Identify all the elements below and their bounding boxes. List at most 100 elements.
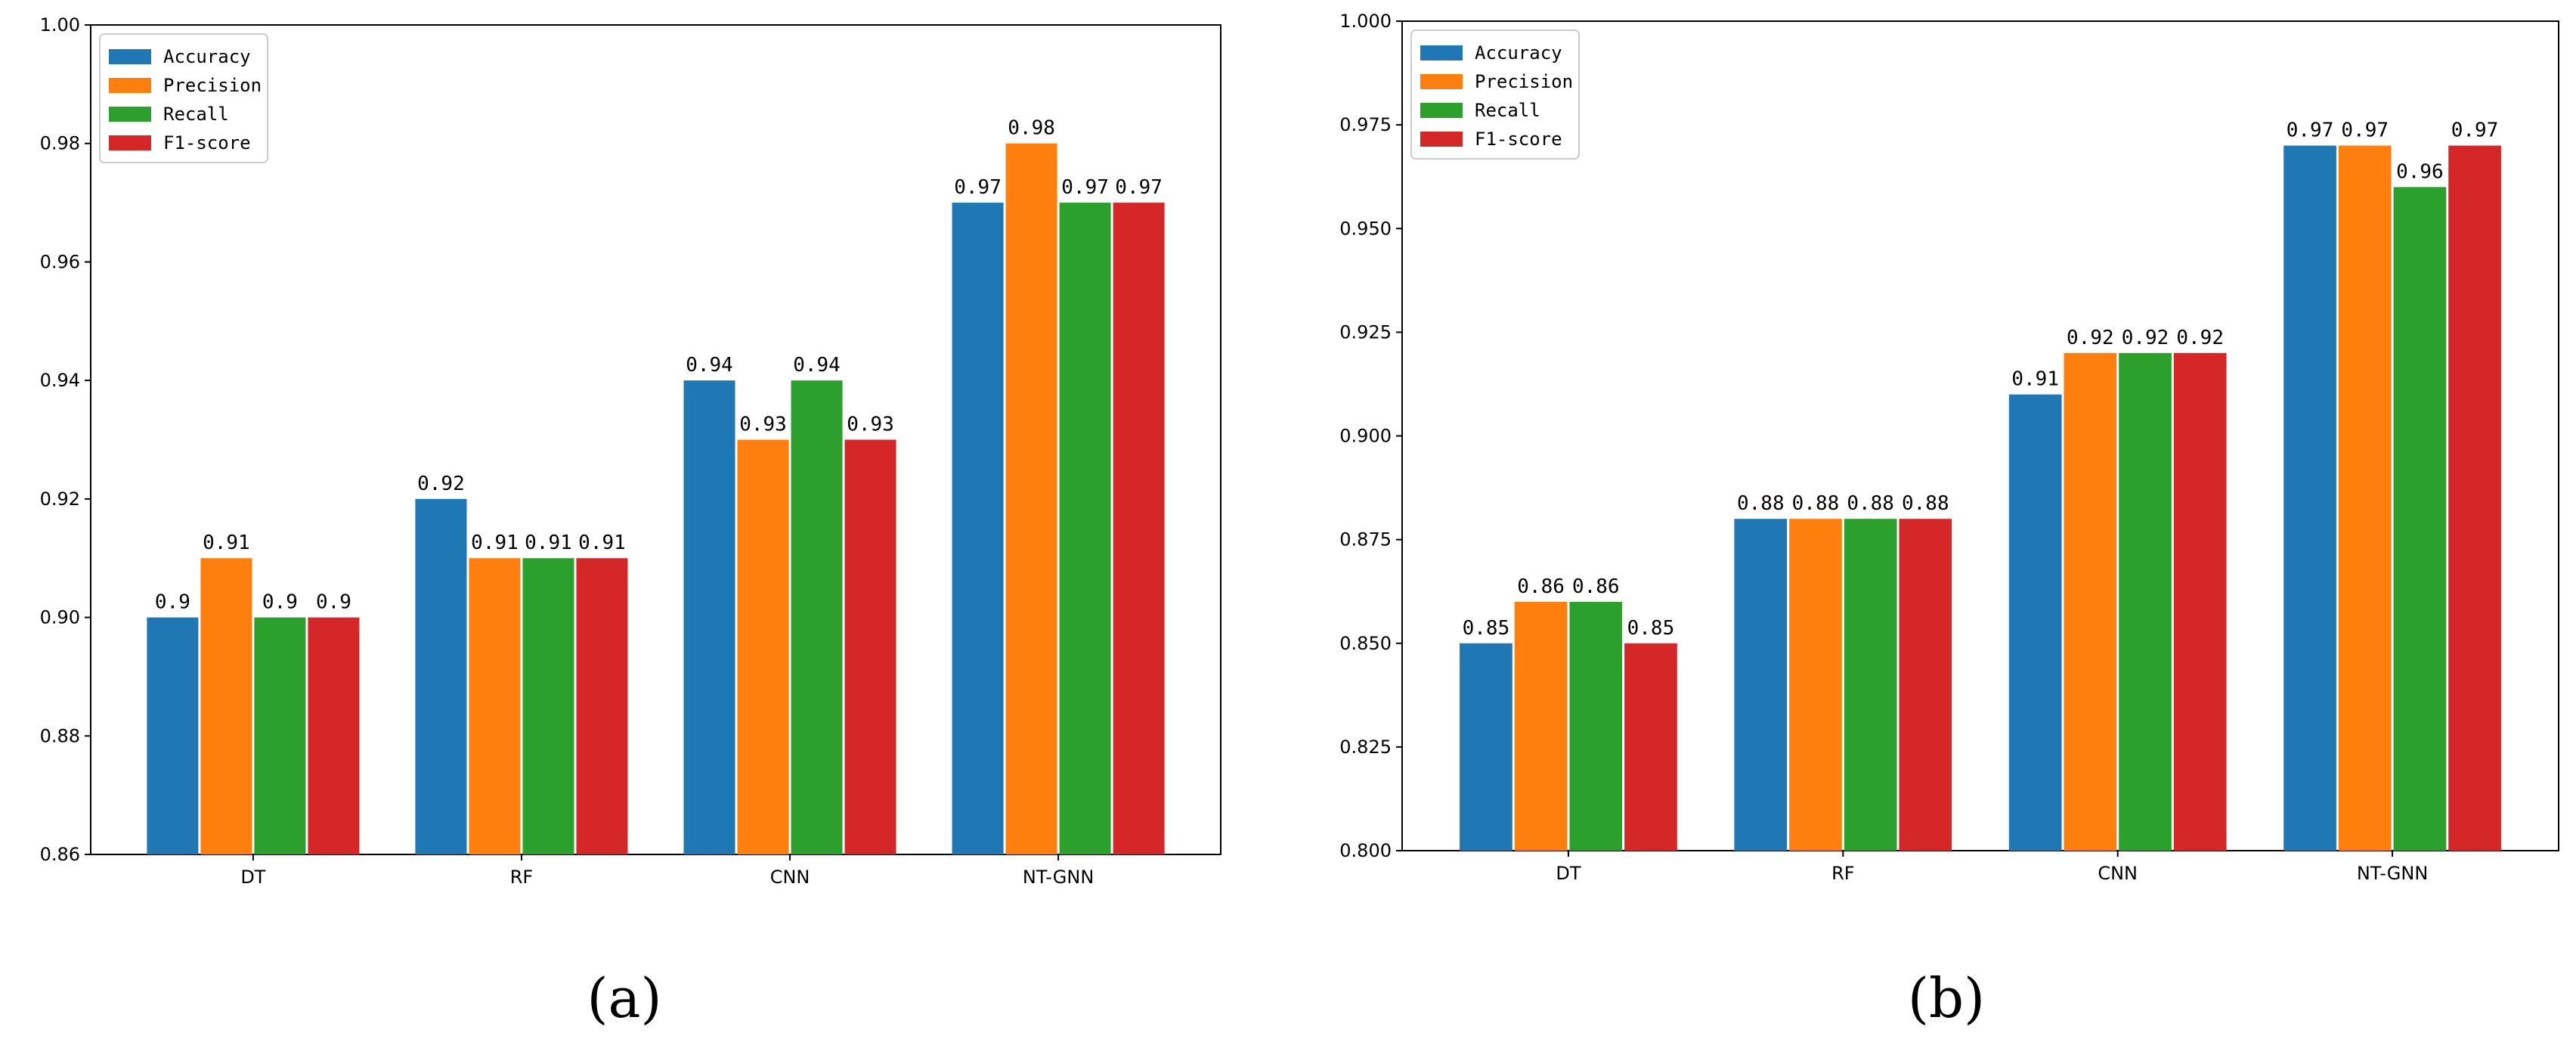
y-tick-label: 0.850	[1339, 633, 1392, 654]
x-tick-label: CNN	[770, 867, 810, 888]
bar-value-label: 0.92	[417, 473, 465, 495]
legend-swatch-f1-score	[1420, 132, 1463, 147]
bar-value-label: 0.86	[1517, 575, 1565, 598]
bar-value-label: 0.86	[1572, 575, 1620, 598]
bar-rf-recall	[522, 558, 574, 854]
bar-nt-gnn-f1-score	[2448, 145, 2501, 851]
bar-rf-precision	[469, 558, 521, 854]
legend-swatch-f1-score	[109, 135, 151, 150]
y-tick-label: 0.950	[1339, 218, 1392, 239]
bar-value-label: 0.97	[1115, 176, 1163, 199]
y-tick-label: 0.96	[40, 251, 80, 272]
y-tick-label: 0.900	[1339, 426, 1392, 447]
bar-value-label: 0.93	[847, 414, 894, 436]
bar-value-label: 0.97	[2451, 119, 2499, 142]
bar-cnn-precision	[2064, 352, 2117, 851]
bar-rf-accuracy	[1734, 519, 1788, 851]
legend-swatch-recall	[109, 107, 151, 122]
bar-value-label: 0.94	[793, 354, 841, 377]
bar-rf-f1-score	[1899, 519, 1952, 851]
bar-dt-recall	[1569, 601, 1623, 851]
bar-rf-recall	[1844, 519, 1897, 851]
y-tick-label: 1.00	[40, 14, 80, 36]
bar-value-label: 0.92	[2122, 327, 2169, 349]
y-tick-label: 0.975	[1339, 114, 1392, 135]
bar-value-label: 0.88	[1792, 492, 1840, 515]
bar-value-label: 0.91	[2011, 368, 2059, 391]
legend-swatch-accuracy	[1420, 45, 1463, 60]
x-tick-label: DT	[1556, 863, 1581, 884]
legend-box	[99, 33, 268, 163]
bar-value-label: 0.88	[1847, 492, 1894, 515]
legend-swatch-recall	[1420, 103, 1463, 118]
bar-nt-gnn-f1-score	[1113, 203, 1165, 855]
bar-value-label: 0.91	[203, 532, 250, 554]
x-tick-label: RF	[510, 867, 533, 888]
legend-label: Precision	[163, 75, 262, 96]
bar-cnn-recall	[791, 380, 843, 855]
bar-value-label: 0.9	[316, 591, 351, 614]
panel-label: (b)	[1908, 966, 1985, 1030]
x-tick-label: CNN	[2098, 863, 2138, 884]
y-tick-label: 0.800	[1339, 840, 1392, 861]
bar-value-label: 0.92	[2176, 327, 2224, 349]
bar-dt-accuracy	[147, 617, 199, 854]
bar-dt-f1-score	[1624, 643, 1677, 851]
bar-nt-gnn-recall	[2393, 187, 2447, 851]
bar-value-label: 0.85	[1463, 617, 1510, 640]
bar-value-label: 0.9	[155, 591, 190, 614]
bar-rf-accuracy	[415, 498, 467, 854]
bar-value-label: 0.94	[686, 354, 733, 377]
bar-value-label: 0.93	[739, 414, 787, 436]
bar-value-label: 0.88	[1737, 492, 1785, 515]
y-tick-label: 1.000	[1339, 11, 1392, 32]
y-tick-label: 0.90	[40, 607, 80, 628]
legend-label: Recall	[163, 104, 229, 125]
bar-nt-gnn-precision	[1005, 143, 1057, 854]
x-tick-label: DT	[240, 867, 265, 888]
bar-cnn-f1-score	[844, 439, 896, 854]
plot-frame	[90, 24, 1221, 855]
bar-value-label: 0.88	[1902, 492, 1949, 515]
legend-swatch-precision	[1420, 74, 1463, 89]
chart-panel-a: 0.86 0.88 0.90 0.92 0.94 0.96 0.98 1.00 0.9 0.91 0…	[40, 14, 1221, 1030]
bar-cnn-recall	[2119, 352, 2172, 851]
legend-label: F1-score	[163, 132, 251, 153]
bar-dt-precision	[1514, 601, 1568, 851]
bar-nt-gnn-precision	[2338, 145, 2392, 851]
bar-rf-precision	[1789, 519, 1842, 851]
legend-box	[1410, 29, 1580, 160]
x-tick-label: RF	[1831, 863, 1854, 884]
bar-rf-f1-score	[576, 558, 628, 854]
bar-dt-precision	[200, 558, 252, 854]
y-tick-label: 0.98	[40, 133, 80, 154]
legend-swatch-accuracy	[109, 49, 151, 64]
y-tick-label: 0.86	[40, 844, 80, 865]
bar-dt-f1-score	[308, 617, 360, 854]
bar-value-label: 0.97	[954, 176, 1002, 199]
bar-nt-gnn-accuracy	[2283, 145, 2336, 851]
y-tick-label: 0.92	[40, 488, 80, 510]
panel-label: (a)	[587, 966, 661, 1030]
bar-dt-recall	[254, 617, 306, 854]
bar-value-label: 0.85	[1627, 617, 1675, 640]
x-tick-label: NT-GNN	[2357, 863, 2428, 884]
bar-value-label: 0.91	[578, 532, 626, 554]
legend-label: Accuracy	[163, 46, 251, 67]
y-tick-label: 0.925	[1339, 321, 1392, 343]
bar-value-label: 0.96	[2396, 160, 2444, 183]
bar-value-label: 0.97	[1061, 176, 1109, 199]
bar-cnn-accuracy	[2008, 394, 2062, 851]
bar-value-label: 0.97	[2341, 119, 2389, 142]
bar-nt-gnn-recall	[1059, 203, 1111, 855]
y-tick-label: 0.88	[40, 725, 80, 746]
y-tick-label: 0.825	[1339, 736, 1392, 758]
bar-value-label: 0.91	[525, 532, 572, 554]
bar-value-label: 0.92	[2067, 327, 2114, 349]
bar-value-label: 0.98	[1008, 117, 1055, 140]
bar-value-label: 0.91	[471, 532, 519, 554]
y-tick-label: 0.94	[40, 370, 80, 391]
bar-value-label: 0.97	[2287, 119, 2334, 142]
bar-value-label: 0.9	[262, 591, 298, 614]
x-tick-label: NT-GNN	[1023, 867, 1094, 888]
